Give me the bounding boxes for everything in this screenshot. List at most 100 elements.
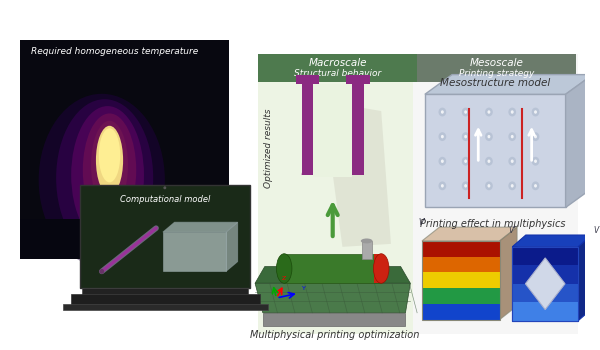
Bar bbox=[422, 241, 500, 257]
Text: Macroscale: Macroscale bbox=[308, 58, 367, 68]
Bar bbox=[258, 54, 417, 82]
Text: V': V' bbox=[508, 226, 516, 235]
Ellipse shape bbox=[71, 106, 144, 244]
Ellipse shape bbox=[511, 135, 514, 138]
Text: Structural behavior: Structural behavior bbox=[294, 69, 381, 78]
Bar bbox=[20, 219, 229, 259]
Ellipse shape bbox=[534, 184, 537, 188]
Ellipse shape bbox=[508, 132, 516, 141]
Bar bbox=[163, 232, 226, 272]
Ellipse shape bbox=[439, 181, 446, 190]
Ellipse shape bbox=[532, 107, 539, 117]
Ellipse shape bbox=[163, 186, 166, 189]
Bar bbox=[63, 304, 268, 310]
Polygon shape bbox=[578, 235, 592, 321]
Ellipse shape bbox=[487, 160, 490, 163]
Text: Computational model: Computational model bbox=[120, 195, 211, 204]
Text: Required homogeneous temperature: Required homogeneous temperature bbox=[31, 48, 198, 56]
Text: Mesoscale: Mesoscale bbox=[470, 58, 524, 68]
Ellipse shape bbox=[462, 157, 470, 166]
Ellipse shape bbox=[441, 160, 444, 163]
Polygon shape bbox=[566, 75, 593, 208]
Bar bbox=[422, 257, 500, 272]
Text: Z: Z bbox=[282, 276, 286, 281]
Ellipse shape bbox=[532, 157, 539, 166]
Ellipse shape bbox=[511, 110, 514, 114]
Ellipse shape bbox=[487, 184, 490, 188]
Ellipse shape bbox=[464, 184, 467, 188]
Text: Optimized results: Optimized results bbox=[264, 109, 273, 188]
Ellipse shape bbox=[96, 126, 123, 195]
Ellipse shape bbox=[508, 181, 516, 190]
Bar bbox=[512, 247, 578, 265]
Ellipse shape bbox=[441, 184, 444, 188]
Text: Multiphysical printing optimization: Multiphysical printing optimization bbox=[250, 330, 419, 341]
Ellipse shape bbox=[91, 121, 128, 209]
Bar bbox=[512, 302, 578, 321]
Text: Printing effect in multiphysics: Printing effect in multiphysics bbox=[420, 219, 566, 229]
Bar bbox=[82, 288, 248, 294]
Bar bbox=[80, 185, 250, 288]
Ellipse shape bbox=[439, 107, 446, 117]
Bar bbox=[84, 189, 247, 284]
Ellipse shape bbox=[38, 94, 165, 266]
Ellipse shape bbox=[485, 157, 493, 166]
Bar bbox=[512, 247, 578, 321]
Ellipse shape bbox=[373, 254, 389, 283]
Polygon shape bbox=[526, 258, 565, 310]
Bar bbox=[422, 272, 500, 288]
Ellipse shape bbox=[532, 132, 539, 141]
Ellipse shape bbox=[464, 160, 467, 163]
Ellipse shape bbox=[464, 110, 467, 114]
Ellipse shape bbox=[103, 205, 116, 233]
Bar bbox=[422, 288, 500, 304]
Ellipse shape bbox=[485, 181, 493, 190]
Ellipse shape bbox=[534, 110, 537, 114]
Polygon shape bbox=[425, 75, 593, 94]
Bar bbox=[374, 254, 382, 283]
Polygon shape bbox=[422, 227, 517, 241]
Ellipse shape bbox=[462, 181, 470, 190]
Ellipse shape bbox=[56, 99, 153, 257]
Bar bbox=[302, 84, 313, 175]
Ellipse shape bbox=[462, 107, 470, 117]
Bar bbox=[71, 294, 260, 306]
Text: V: V bbox=[594, 226, 599, 235]
Bar bbox=[362, 241, 371, 259]
Ellipse shape bbox=[441, 135, 444, 138]
Ellipse shape bbox=[277, 254, 292, 283]
Bar bbox=[425, 94, 566, 208]
Polygon shape bbox=[323, 101, 391, 247]
Polygon shape bbox=[255, 283, 410, 313]
Text: Printing strategy: Printing strategy bbox=[459, 69, 535, 78]
Ellipse shape bbox=[485, 107, 493, 117]
Ellipse shape bbox=[485, 132, 493, 141]
Bar bbox=[284, 254, 381, 283]
Polygon shape bbox=[226, 222, 238, 272]
Bar bbox=[313, 84, 352, 177]
Bar bbox=[512, 247, 578, 321]
Bar bbox=[512, 284, 578, 302]
Ellipse shape bbox=[439, 157, 446, 166]
Bar bbox=[417, 54, 576, 82]
Ellipse shape bbox=[508, 107, 516, 117]
Ellipse shape bbox=[534, 135, 537, 138]
Ellipse shape bbox=[534, 160, 537, 163]
Text: V': V' bbox=[418, 218, 425, 227]
Polygon shape bbox=[302, 157, 364, 175]
Ellipse shape bbox=[511, 160, 514, 163]
Ellipse shape bbox=[464, 135, 467, 138]
Ellipse shape bbox=[100, 269, 104, 274]
Bar bbox=[296, 75, 319, 84]
Bar bbox=[258, 54, 413, 335]
Ellipse shape bbox=[361, 238, 373, 243]
Ellipse shape bbox=[439, 132, 446, 141]
Polygon shape bbox=[512, 235, 592, 247]
Bar bbox=[20, 40, 229, 259]
Polygon shape bbox=[500, 227, 517, 320]
Ellipse shape bbox=[511, 184, 514, 188]
Ellipse shape bbox=[532, 181, 539, 190]
Ellipse shape bbox=[83, 113, 136, 227]
Polygon shape bbox=[255, 266, 410, 283]
Polygon shape bbox=[163, 222, 238, 232]
